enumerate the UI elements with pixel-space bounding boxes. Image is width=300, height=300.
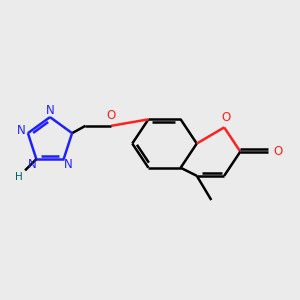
Text: N: N: [63, 158, 72, 171]
Text: N: N: [17, 124, 26, 137]
Text: O: O: [107, 109, 116, 122]
Text: N: N: [28, 158, 37, 171]
Text: O: O: [274, 145, 283, 158]
Text: O: O: [221, 110, 230, 124]
Text: H: H: [15, 172, 22, 182]
Text: N: N: [46, 103, 54, 116]
